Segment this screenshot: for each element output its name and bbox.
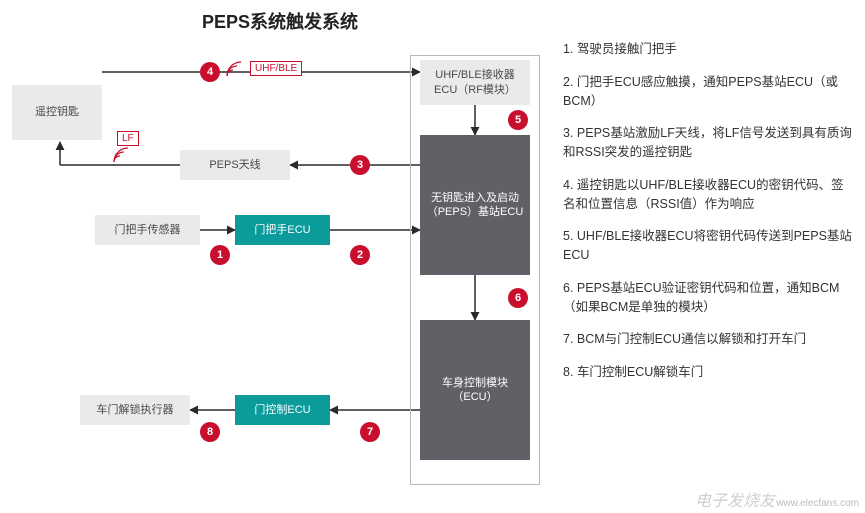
label: LF: [122, 133, 134, 144]
num: 2: [357, 249, 363, 261]
badge-3: 3: [350, 155, 370, 175]
watermark-logo: 电子发烧友: [695, 487, 775, 511]
step-2: 2. 门把手ECU感应触摸，通知PEPS基站ECU（或BCM）: [563, 73, 853, 111]
tag-uhf-ble: UHF/BLE: [250, 61, 302, 76]
num: 7: [367, 426, 373, 438]
badge-7: 7: [360, 422, 380, 442]
steps-panel: 1. 驾驶员接触门把手 2. 门把手ECU感应触摸，通知PEPS基站ECU（或B…: [563, 40, 853, 396]
label: 门控制ECU: [254, 403, 310, 417]
num: 3: [357, 159, 363, 171]
label: UHF/BLE: [255, 63, 297, 74]
badge-8: 8: [200, 422, 220, 442]
box-door-ecu: 门控制ECU: [235, 395, 330, 425]
badge-6: 6: [508, 288, 528, 308]
badge-1: 1: [210, 245, 230, 265]
box-peps-antenna: PEPS天线: [180, 150, 290, 180]
box-rf-receiver: UHF/BLE接收器ECU（RF模块）: [420, 60, 530, 105]
num: 5: [515, 114, 521, 126]
num: 4: [207, 66, 213, 78]
label: UHF/BLE接收器ECU（RF模块）: [424, 68, 526, 97]
uhf-wave-icon: [225, 60, 247, 78]
num: 8: [207, 426, 213, 438]
box-bcm: 车身控制模块（ECU）: [420, 320, 530, 460]
label: 无钥匙进入及启动（PEPS）基站ECU: [424, 191, 526, 220]
badge-4: 4: [200, 62, 220, 82]
box-remote-key: 遥控钥匙: [12, 85, 102, 140]
num: 1: [217, 249, 223, 261]
label: 门把手传感器: [115, 223, 181, 237]
badge-5: 5: [508, 110, 528, 130]
step-5: 5. UHF/BLE接收器ECU将密钥代码传送到PEPS基站ECU: [563, 227, 853, 265]
box-handle-sensor: 门把手传感器: [95, 215, 200, 245]
label: 车门解锁执行器: [97, 403, 174, 417]
box-handle-ecu: 门把手ECU: [235, 215, 330, 245]
step-6: 6. PEPS基站ECU验证密钥代码和位置，通知BCM（如果BCM是单独的模块）: [563, 279, 853, 317]
lf-wave-icon: [112, 146, 134, 164]
label: 车身控制模块（ECU）: [424, 376, 526, 405]
label: PEPS天线: [209, 158, 260, 172]
num: 6: [515, 292, 521, 304]
badge-2: 2: [350, 245, 370, 265]
label: 门把手ECU: [254, 223, 310, 237]
watermark-url: www.elecfans.com: [776, 498, 859, 509]
tag-lf: LF: [117, 131, 139, 146]
box-peps-base: 无钥匙进入及启动（PEPS）基站ECU: [420, 135, 530, 275]
step-7: 7. BCM与门控制ECU通信以解锁和打开车门: [563, 330, 853, 349]
label: 遥控钥匙: [35, 105, 79, 119]
step-4: 4. 遥控钥匙以UHF/BLE接收器ECU的密钥代码、签名和位置信息（RSSI值…: [563, 176, 853, 214]
diagram-canvas: 遥控钥匙 UHF/BLE接收器ECU（RF模块） PEPS天线 门把手传感器 门…: [0, 30, 560, 500]
step-3: 3. PEPS基站激励LF天线，将LF信号发送到具有质询和RSSI突发的遥控钥匙: [563, 124, 853, 162]
step-8: 8. 车门控制ECU解锁车门: [563, 363, 853, 382]
step-1: 1. 驾驶员接触门把手: [563, 40, 853, 59]
box-door-actuator: 车门解锁执行器: [80, 395, 190, 425]
